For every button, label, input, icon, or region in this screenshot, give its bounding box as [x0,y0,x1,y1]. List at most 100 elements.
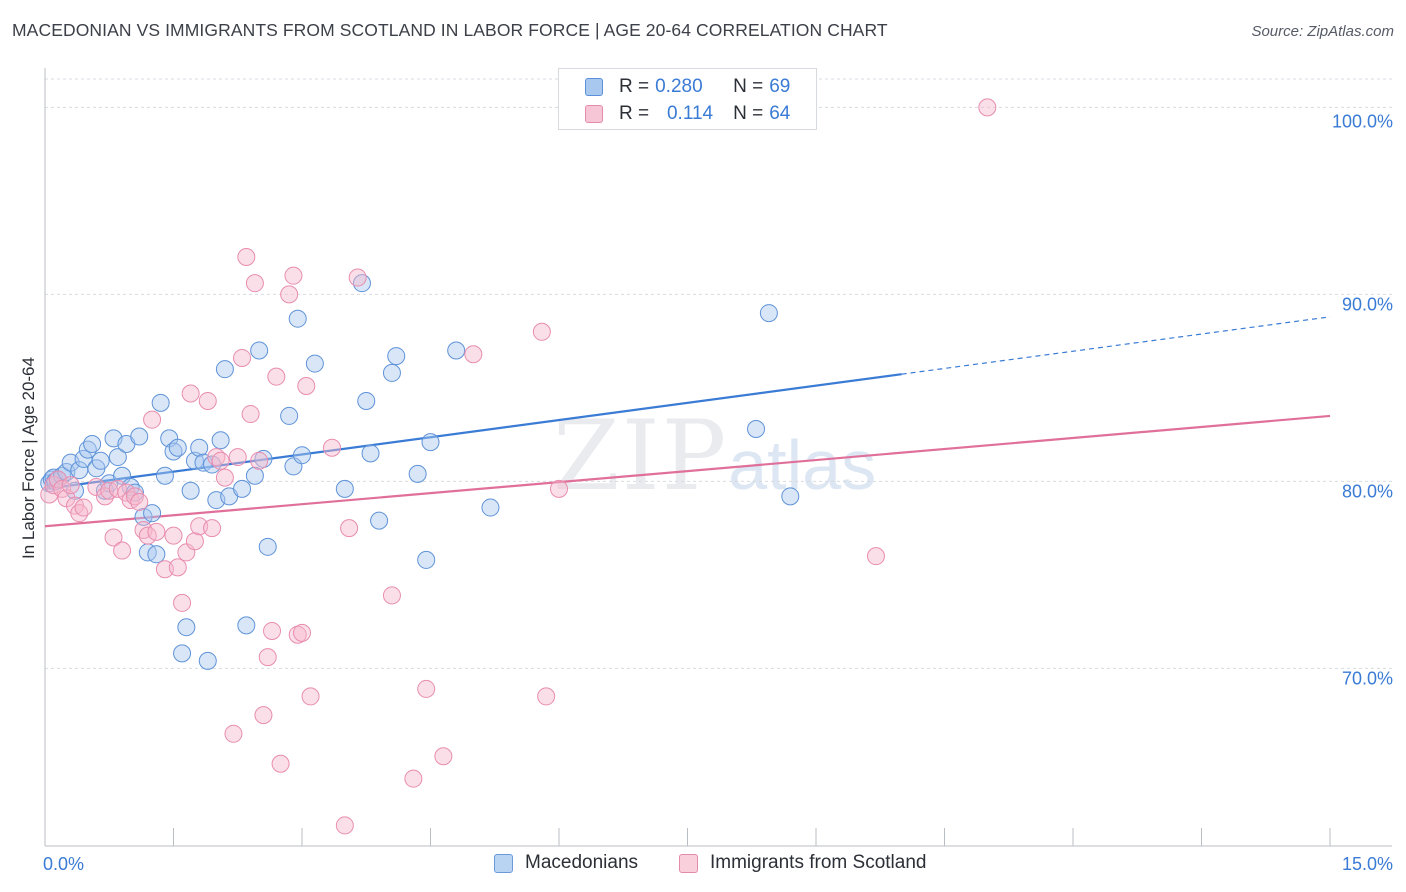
chart-title: MACEDONIAN VS IMMIGRANTS FROM SCOTLAND I… [12,20,888,40]
blue-swatch-icon [494,853,513,873]
data-point [417,679,436,698]
n-value: 64 [769,103,791,124]
data-point [305,354,324,373]
data-point [293,446,311,465]
data-point [143,504,162,523]
data-point [550,479,568,498]
data-point [245,274,264,293]
data-point [151,393,170,412]
data-point [759,304,778,323]
watermark: ZIPatlas [553,400,876,512]
data-point [130,492,149,511]
y-tick-label: 70.0% [1342,668,1393,688]
data-point [781,487,800,506]
data-point [280,285,299,304]
data-point [91,451,110,470]
n-label: N = [733,76,764,97]
data-point [335,816,354,835]
pink-swatch-icon [585,105,603,123]
data-point [532,322,551,341]
data-point [250,451,269,470]
data-point [215,360,234,379]
trend-line-scotland [44,414,1331,528]
data-point [348,268,367,287]
data-point [138,526,157,545]
data-point [447,341,466,360]
legend-row-scotland: R = 0.114 N = 64 [585,101,791,127]
data-point [237,247,256,266]
data-point [258,648,277,667]
data-point [747,420,766,439]
x-tick-label-min: 0.0% [43,854,84,874]
data-point [288,309,307,328]
data-point [173,593,192,612]
data-point [203,519,222,538]
data-point [978,98,997,117]
data-point [168,558,187,577]
y-tick-label: 90.0% [1342,294,1393,314]
data-point [866,547,885,566]
data-point [198,651,217,670]
legend-label-scotland: Immigrants from Scotland [710,852,927,873]
pink-swatch-icon [679,853,698,873]
data-point [173,644,192,663]
data-point [258,537,277,556]
data-point [168,438,187,457]
data-point [241,405,260,424]
legend-row-macedonians: R = 0.280 N = 69 [585,74,791,100]
data-point [181,481,200,500]
data-point [147,545,166,564]
data-points [40,98,997,835]
data-point [434,747,453,766]
legend-label-macedonians: Macedonians [525,852,639,873]
data-point [228,448,247,467]
data-point [108,479,127,498]
data-point [537,687,556,706]
data-point [143,410,162,429]
data-point [263,621,282,640]
data-point [382,586,401,605]
data-point [215,468,234,487]
data-point [134,507,153,526]
data-point [335,479,354,498]
data-point [361,444,380,463]
data-point [280,406,299,425]
grid-lines [45,78,1392,669]
data-point [357,391,376,410]
data-point [53,479,72,498]
n-value: 69 [769,76,791,97]
r-value: 0.280 [655,76,703,97]
watermark-zip: ZIP [553,400,729,512]
data-point [61,476,80,495]
axis-labels: 70.0% 80.0% 90.0% 100.0% 0.0% 15.0% In Labor F… [19,111,1393,874]
data-point [481,498,500,517]
data-point [211,451,230,470]
legend-item-macedonians: Macedonians [494,852,638,874]
data-point [113,541,132,560]
data-point [382,363,401,382]
y-tick-label: 80.0% [1342,481,1393,501]
data-point [297,377,316,396]
trend-line-extension [901,316,1331,375]
data-point [408,464,427,483]
x-tick-label-max: 15.0% [1342,854,1393,874]
data-point [237,616,256,635]
data-point [147,522,166,541]
r-label: R = [619,103,650,124]
r-label: R = [619,76,650,97]
data-point [404,769,423,788]
data-point [387,347,406,366]
legend-item-scotland: Immigrants from Scotland [679,852,926,874]
r-value: 0.114 [666,103,714,124]
data-point [211,431,230,450]
data-point [185,532,204,551]
y-axis-label: In Labor Force | Age 20-64 [19,357,38,559]
data-point [181,384,200,403]
data-point [190,438,209,457]
data-point [293,623,311,642]
data-point [301,687,320,706]
data-point [245,466,264,485]
data-point [155,466,174,485]
series-scotland [40,98,997,835]
